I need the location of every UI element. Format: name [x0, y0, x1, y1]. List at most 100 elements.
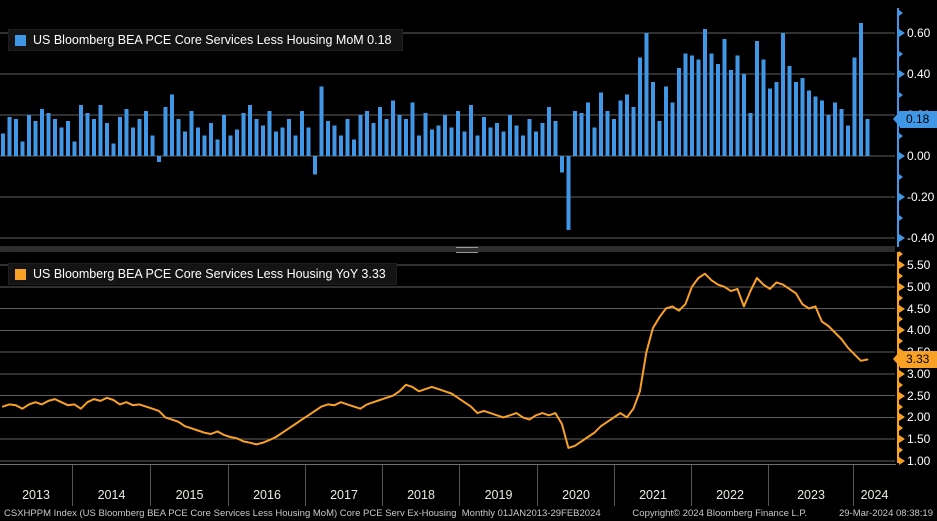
bar: [131, 127, 135, 156]
bar: [430, 129, 434, 156]
yoy-line-chart[interactable]: [0, 252, 895, 463]
year-label: 2019: [459, 465, 537, 506]
bar: [605, 110, 610, 156]
bar: [807, 90, 811, 156]
bar: [163, 106, 168, 156]
legend-mom[interactable]: US Bloomberg BEA PCE Core Services Less …: [8, 29, 403, 51]
bar: [839, 108, 844, 156]
bar: [722, 39, 727, 157]
bar: [664, 86, 668, 156]
bar: [144, 110, 148, 156]
y-axis-tick-label: 2.00: [907, 410, 931, 425]
bar: [521, 135, 525, 156]
bar: [865, 119, 870, 156]
bar: [40, 108, 44, 156]
minor-tick-icon: [899, 214, 903, 221]
bar: [748, 113, 753, 156]
bar: [118, 117, 122, 156]
bar: [761, 59, 766, 157]
bar: [157, 156, 161, 163]
bar: [183, 131, 187, 156]
bar: [98, 104, 103, 157]
minor-tick-icon: [899, 132, 903, 139]
bar: [53, 119, 57, 156]
bar: [794, 82, 798, 156]
bar: [300, 110, 304, 156]
minor-tick-icon: [899, 316, 903, 323]
bar: [391, 100, 395, 157]
bar: [573, 110, 577, 156]
major-tick-icon: [899, 234, 905, 242]
y-axis-tick-label: 2.50: [907, 388, 931, 403]
bar: [410, 102, 415, 156]
bar: [14, 119, 18, 156]
bar: [189, 110, 194, 156]
bar: [482, 117, 486, 156]
y-axis-tick-label: 0.40: [907, 67, 931, 81]
panel-splitter[interactable]: [0, 246, 895, 253]
bar: [352, 139, 356, 156]
year-label: 2022: [691, 465, 768, 506]
bar: [774, 82, 779, 156]
legend-yoy[interactable]: US Bloomberg BEA PCE Core Services Less …: [8, 263, 397, 285]
copyright-text: Copyright© 2024 Bloomberg Finance L.P.: [632, 507, 808, 519]
bar: [657, 121, 662, 157]
bar: [137, 119, 142, 156]
minor-tick-icon: [899, 272, 903, 279]
legend-mom-label: US Bloomberg BEA PCE Core Services Less …: [33, 33, 392, 47]
y-axis-mom: 0.600.400.200.00-0.20-0.400.18: [893, 8, 937, 247]
bar: [527, 119, 532, 156]
minor-tick-icon: [899, 425, 903, 432]
bar: [690, 55, 694, 156]
major-tick-icon: [899, 260, 905, 269]
bar: [248, 104, 252, 157]
year-label: 2013: [22, 488, 50, 502]
bar: [534, 131, 538, 156]
bar: [599, 92, 603, 156]
bar: [378, 106, 382, 156]
bar: [1, 133, 5, 157]
bar: [800, 78, 805, 156]
year-label: 2021: [614, 465, 691, 506]
bar: [651, 82, 655, 156]
y-axis-tick-label: 3.00: [907, 366, 931, 381]
bar: [7, 117, 12, 156]
bar: [274, 131, 278, 156]
timestamp: 29-Mar-2024 08:38:19: [838, 507, 933, 519]
year-label: 2014: [72, 465, 150, 506]
bar: [462, 131, 467, 156]
bar: [729, 69, 733, 156]
bar: [703, 28, 707, 156]
bar: [332, 125, 337, 157]
bar: [417, 135, 421, 156]
mom-bar-chart[interactable]: [0, 8, 895, 247]
minor-tick-icon: [899, 91, 903, 98]
bar: [859, 22, 863, 157]
bar: [235, 129, 239, 156]
minor-tick-icon: [899, 50, 903, 57]
bar: [768, 88, 772, 156]
y-axis-tick-label: -0.40: [907, 231, 935, 245]
minor-tick-icon: [899, 173, 903, 180]
bar: [384, 119, 389, 156]
bar: [92, 119, 96, 156]
bar: [547, 106, 551, 156]
bar: [46, 113, 51, 156]
bar: [306, 127, 311, 156]
bar: [612, 119, 616, 156]
x-axis-years: 2013 2014 2015 2016 2017 2018 2019 2020 2021 2022…: [0, 464, 896, 506]
ticker-description: CSXHPPM Index (US Bloomberg BEA PCE Core…: [4, 507, 601, 519]
bar: [176, 119, 181, 156]
yoy-series-swatch-icon: [15, 268, 26, 280]
y-axis-tick-label: 4.50: [907, 301, 931, 316]
bar: [339, 135, 343, 156]
bar: [820, 100, 824, 157]
bar: [170, 94, 174, 156]
bar: [79, 104, 83, 157]
mom-bars: [1, 22, 870, 230]
bar: [469, 104, 473, 157]
bar: [696, 59, 701, 157]
bar: [716, 63, 720, 157]
y-axis-tick-label: 1.00: [907, 454, 931, 468]
major-tick-icon: [899, 282, 905, 291]
